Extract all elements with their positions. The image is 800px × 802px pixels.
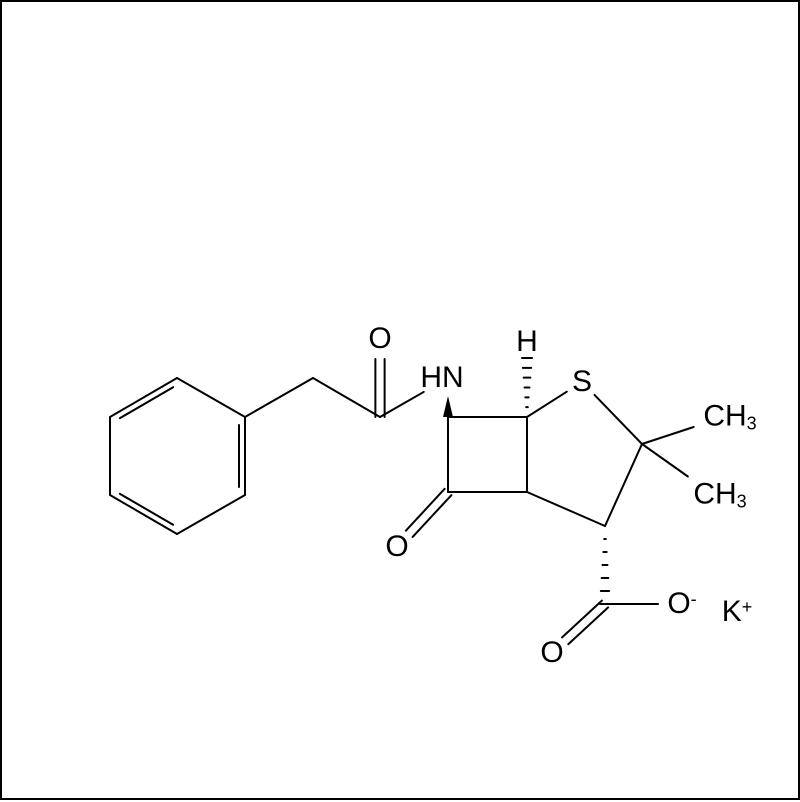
molecule-canvas: O HN O S CH3 CH3 H O O- K+ [0, 0, 800, 800]
atom-label-hup: H [516, 327, 538, 357]
atom-label-n10: HN [420, 363, 463, 393]
atom-label-o_bl: O [385, 532, 408, 562]
bond-layer [2, 2, 800, 802]
atom-label-car_om: O- [667, 589, 696, 619]
atom-label-me1: CH3 [703, 402, 756, 433]
atom-label-car_od: O [540, 638, 563, 668]
atom-label-o9: O [368, 324, 391, 354]
atom-label-kplus: K+ [722, 597, 753, 627]
atom-label-me2: CH3 [693, 480, 746, 511]
atom-label-s: S [572, 367, 592, 397]
